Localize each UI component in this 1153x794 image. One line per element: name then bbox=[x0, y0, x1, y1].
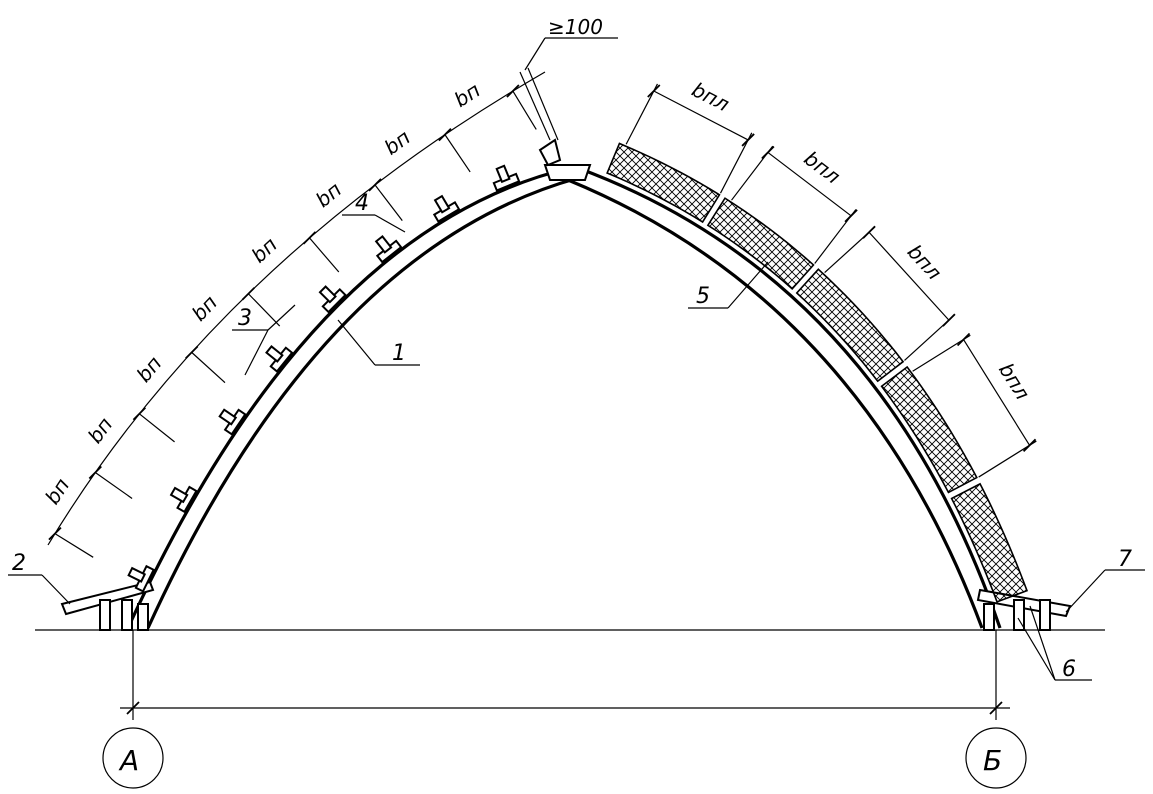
axis-label-b: Б bbox=[983, 744, 1002, 777]
callout-2: 2 bbox=[12, 551, 26, 576]
callout-5: 5 bbox=[696, 284, 710, 309]
purlin bbox=[169, 485, 198, 514]
left-arch-outer bbox=[126, 166, 571, 629]
sandwich-panel bbox=[950, 482, 1029, 603]
purlin-spacing-label: bп bbox=[247, 232, 282, 267]
panel-dimension-line bbox=[963, 339, 1031, 446]
extension-line bbox=[625, 83, 658, 145]
right-support bbox=[976, 588, 1072, 631]
panel-width-label: bпл bbox=[903, 240, 947, 285]
left-support bbox=[60, 580, 155, 631]
purlin-spacing-label: bп bbox=[131, 352, 166, 387]
purlin bbox=[492, 164, 521, 192]
sandwich-panel bbox=[880, 365, 978, 494]
panels bbox=[606, 142, 1029, 603]
dimension-tick bbox=[956, 332, 971, 347]
extension-line bbox=[54, 533, 94, 558]
sandwich-panel bbox=[795, 268, 905, 383]
callout-3: 3 bbox=[238, 306, 252, 331]
panel-dimension-line bbox=[653, 90, 749, 141]
purlin-spacing-label: bп bbox=[40, 474, 74, 509]
right-arch-outer bbox=[577, 166, 1002, 629]
sandwich-panel bbox=[706, 197, 815, 290]
panel-dimension-line bbox=[868, 231, 950, 321]
dimension-tick bbox=[942, 313, 956, 327]
panel-width-label: bпл bbox=[688, 77, 733, 116]
extension-line bbox=[247, 293, 281, 327]
purlin-spacing-label: bп bbox=[380, 125, 415, 160]
left-arch-inner bbox=[146, 176, 579, 629]
extension-line bbox=[138, 413, 175, 443]
dimension-tick bbox=[862, 225, 876, 239]
purlin-dimension-arc bbox=[47, 71, 546, 546]
purlin-spacing-label: bп bbox=[450, 78, 485, 112]
dimension-tick bbox=[647, 84, 661, 98]
span-dimension bbox=[120, 630, 1010, 720]
callout-leaders: 1 2 3 4 5 6 7 bbox=[8, 191, 1145, 682]
callout-4: 4 bbox=[355, 191, 369, 216]
extension-line bbox=[94, 472, 133, 499]
purlin bbox=[374, 235, 403, 264]
purlins bbox=[127, 164, 521, 593]
dimension-tick bbox=[761, 145, 775, 160]
purlin bbox=[265, 345, 294, 373]
callout-7: 7 bbox=[1118, 547, 1132, 572]
extension-line bbox=[374, 184, 403, 222]
dimension-tick bbox=[741, 133, 755, 147]
purlin bbox=[318, 285, 347, 314]
purlin-spacing-label: bп bbox=[311, 177, 346, 212]
purlin bbox=[127, 564, 155, 593]
right-arch-inner bbox=[567, 178, 984, 629]
axis-marker-b: Б bbox=[965, 727, 1027, 789]
extension-line bbox=[191, 351, 226, 384]
purlin-spacing-label: bп bbox=[187, 291, 222, 326]
callout-6: 6 bbox=[1062, 657, 1076, 682]
extension-line bbox=[719, 132, 753, 194]
panel-dimension-line bbox=[767, 151, 852, 217]
min-offset-leader: ≥100 bbox=[519, 15, 618, 141]
purlin-spacing-label: bп bbox=[83, 413, 118, 448]
purlin bbox=[218, 408, 247, 436]
callout-1: 1 bbox=[392, 341, 406, 366]
dimension-tick bbox=[1022, 438, 1037, 452]
purlin bbox=[432, 194, 461, 223]
ridge-joint bbox=[538, 138, 592, 181]
extension-line bbox=[444, 134, 471, 173]
extension-line bbox=[309, 237, 340, 273]
sandwich-panel bbox=[606, 142, 721, 224]
axis-label-a: А bbox=[118, 744, 139, 777]
axis-marker-a: А bbox=[102, 727, 164, 789]
dimension-tick bbox=[844, 209, 858, 223]
min-offset-label: ≥100 bbox=[548, 15, 603, 39]
extension-line bbox=[512, 90, 537, 130]
